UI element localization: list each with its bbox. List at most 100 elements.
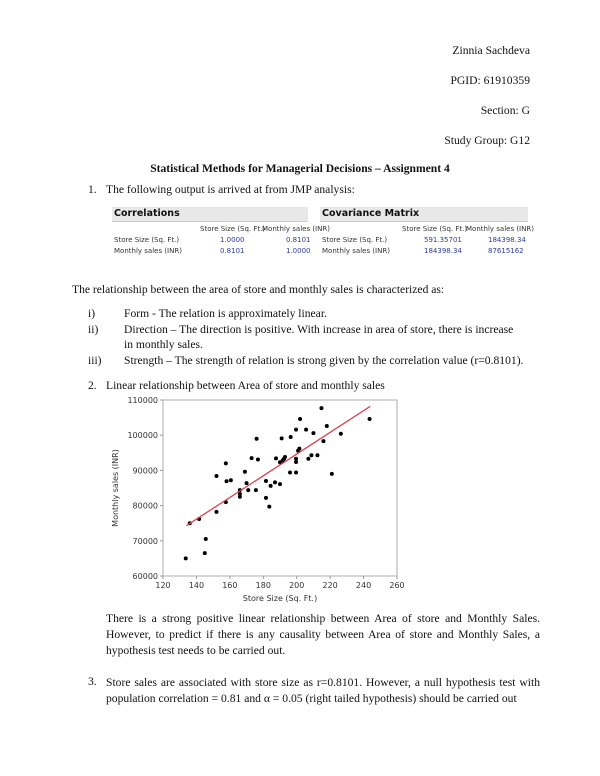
x-tick-label: 120 — [155, 581, 170, 590]
y-tick-label: 60000 — [133, 572, 158, 581]
data-point — [224, 479, 229, 484]
row-label: Monthly sales (INR) — [322, 247, 390, 255]
data-point — [294, 459, 299, 464]
data-point — [288, 434, 293, 439]
q1-text: The following output is arrived at from … — [106, 183, 355, 196]
data-point — [263, 478, 268, 483]
pgid: PGID: 61910359 — [450, 74, 530, 87]
data-point — [294, 470, 299, 475]
data-point — [237, 494, 242, 499]
row-label: Monthly sales (INR) — [114, 247, 182, 255]
row-label: Store Size (Sq. Ft.) — [114, 236, 180, 244]
q2-explanation: There is a strong positive linear relati… — [106, 612, 540, 657]
relationship-intro: The relationship between the area of sto… — [72, 283, 445, 296]
item-direction: Direction – The direction is positive. W… — [124, 323, 514, 336]
cell: 1.0000 — [286, 247, 311, 255]
y-tick-label: 110000 — [127, 396, 158, 405]
data-point — [249, 456, 254, 461]
x-tick-label: 160 — [222, 581, 237, 590]
cell: 87615162 — [488, 247, 524, 255]
data-point — [246, 488, 251, 493]
data-point — [329, 471, 334, 476]
data-point — [279, 436, 284, 441]
correlations-table: Correlations Store Size (Sq. Ft.) Monthl… — [112, 207, 330, 259]
data-point — [309, 453, 314, 458]
cell: 184398.34 — [488, 236, 526, 244]
item-strength: Strength – The strength of relation is s… — [124, 354, 524, 367]
cell: 591.35701 — [424, 236, 462, 244]
q2-number: 2. — [88, 379, 97, 392]
cell: 1.0000 — [220, 236, 245, 244]
col-header: Monthly sales (INR) — [466, 225, 534, 233]
q3-number: 3. — [88, 675, 97, 688]
page-title: Statistical Methods for Managerial Decis… — [150, 162, 450, 175]
data-point — [214, 474, 219, 479]
data-point — [254, 436, 259, 441]
data-point — [304, 427, 309, 432]
data-point — [306, 456, 311, 461]
data-point — [283, 455, 288, 460]
data-point — [203, 537, 208, 542]
item-number: i) — [88, 307, 96, 320]
x-tick-label: 260 — [389, 581, 404, 590]
data-point — [202, 551, 207, 556]
data-point — [315, 453, 320, 458]
data-point — [272, 480, 277, 485]
q2-text: Linear relationship between Area of stor… — [106, 379, 385, 392]
x-tick-label: 200 — [289, 581, 304, 590]
cell: 184398.34 — [424, 247, 462, 255]
data-point — [319, 406, 324, 411]
data-point — [288, 470, 293, 475]
x-tick-label: 240 — [356, 581, 371, 590]
col-header: Monthly sales (INR) — [262, 225, 330, 233]
data-point — [263, 495, 268, 500]
data-point — [267, 504, 272, 509]
y-tick-label: 80000 — [133, 502, 158, 511]
data-point — [294, 456, 299, 461]
item-number: iii) — [88, 354, 102, 367]
scatter-chart: 120 140 160 180 200 220 240 260 60000 70000 80000 9… — [111, 396, 405, 603]
data-point — [273, 456, 278, 461]
data-point — [228, 478, 233, 483]
data-point — [297, 446, 302, 451]
y-tick-label: 90000 — [133, 466, 158, 475]
data-point — [278, 482, 282, 487]
y-axis-label: Monthly sales (INR) — [111, 449, 120, 527]
data-point — [255, 457, 260, 462]
x-tick-label: 140 — [189, 581, 204, 590]
data-point — [324, 424, 329, 429]
item-direction-cont: in monthly sales. — [124, 338, 203, 351]
data-point — [253, 488, 258, 493]
data-point — [338, 431, 343, 436]
data-point — [311, 431, 316, 436]
col-header: Store Size (Sq. Ft.) — [402, 225, 468, 233]
q3-text: Store sales are associated with store si… — [106, 676, 540, 705]
x-tick-label: 180 — [256, 581, 271, 590]
cell: 0.8101 — [286, 236, 311, 244]
data-point — [223, 461, 228, 466]
correlations-title: Correlations — [112, 207, 308, 222]
data-point — [298, 417, 303, 422]
y-tick-label: 100000 — [127, 431, 158, 440]
data-point — [244, 481, 249, 486]
row-label: Store Size (Sq. Ft.) — [322, 236, 388, 244]
cell: 0.8101 — [220, 247, 245, 255]
plot-frame — [162, 399, 398, 577]
section: Section: G — [480, 104, 530, 117]
covariance-table: Covariance Matrix Store Size (Sq. Ft.) M… — [320, 207, 534, 259]
study-group: Study Group: G12 — [444, 134, 530, 147]
data-point — [268, 483, 273, 488]
data-point — [367, 417, 372, 422]
data-point — [294, 427, 299, 432]
data-point — [183, 556, 188, 561]
regression-line — [186, 405, 371, 527]
data-point — [214, 509, 219, 514]
data-point — [321, 439, 326, 444]
covariance-title: Covariance Matrix — [320, 207, 528, 222]
author-name: Zinnia Sachdeva — [452, 44, 530, 57]
data-point — [237, 491, 242, 496]
col-header: Store Size (Sq. Ft.) — [200, 225, 266, 233]
x-tick-label: 220 — [323, 581, 338, 590]
item-number: ii) — [88, 323, 99, 336]
q1-number: 1. — [88, 183, 97, 196]
